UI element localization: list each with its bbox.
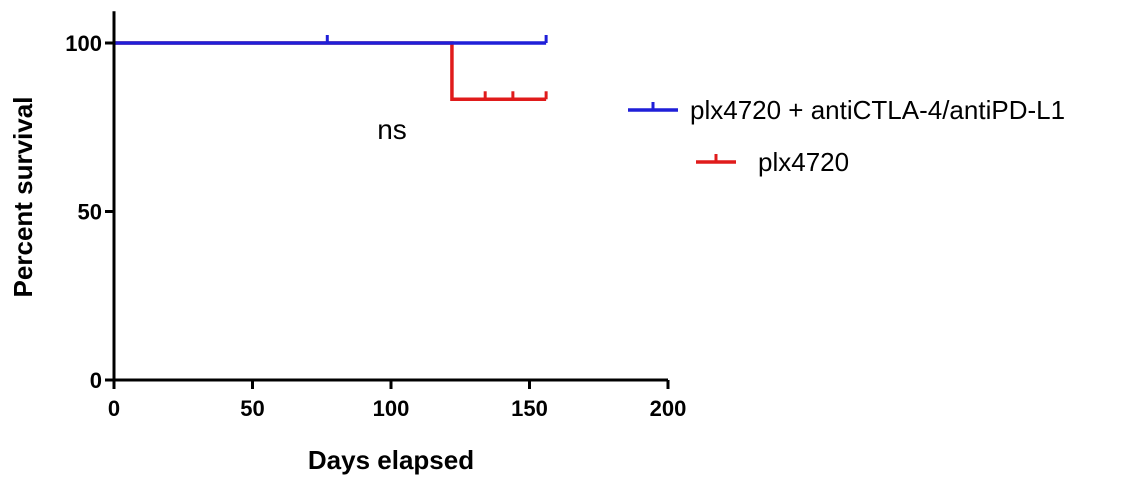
x-tick-label: 150 [511,396,548,421]
legend-label-1: plx4720 + antiCTLA-4/antiPD-L1 [690,95,1065,125]
y-axis-title: Percent survival [8,97,38,298]
axes [112,11,668,382]
legend: plx4720 + antiCTLA-4/antiPD-L1 plx4720 [628,95,1065,177]
x-tick-label: 50 [240,396,264,421]
legend-label-2: plx4720 [758,147,849,177]
plot-area [114,35,548,102]
series-line-2 [114,41,547,102]
x-tick-label: 100 [373,396,410,421]
x-tick-label: 0 [108,396,120,421]
y-tick-label: 50 [78,200,102,225]
axis-ticks: 0 50 100 150 200 0 50 100 [65,31,686,421]
y-tick-label: 0 [90,368,102,393]
significance-annotation: ns [377,114,407,145]
x-axis-title: Days elapsed [308,445,474,475]
x-tick-label: 200 [650,396,687,421]
y-tick-label: 100 [65,31,102,56]
